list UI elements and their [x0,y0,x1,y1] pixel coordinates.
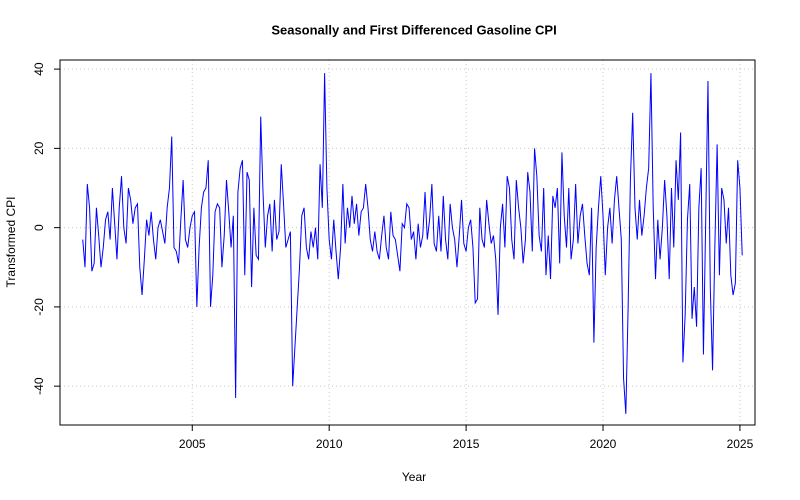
y-tick-label: -20 [32,298,46,316]
chart-title: Seasonally and First Differenced Gasolin… [271,22,556,37]
y-tick-label: 0 [32,224,46,231]
y-axis-label: Transformed CPI [4,197,18,288]
x-tick-label: 2010 [316,437,343,451]
x-axis-label: Year [402,470,426,484]
plot-frame [59,59,756,426]
x-tick-label: 2015 [453,437,480,451]
data-line [82,73,743,414]
y-tick-label: -40 [32,377,46,395]
y-tick-label: 20 [32,141,46,155]
x-tick-label: 2020 [590,437,617,451]
y-tick-label: 40 [32,62,46,76]
x-tick-label: 2005 [179,437,206,451]
x-tick-label: 2025 [727,437,754,451]
